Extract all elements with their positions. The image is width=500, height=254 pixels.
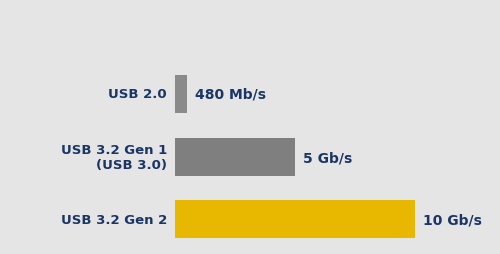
Bar: [175, 200, 415, 238]
Bar: [175, 76, 186, 114]
Text: USB 3.2 Gen 1
(USB 3.0): USB 3.2 Gen 1 (USB 3.0): [61, 144, 167, 171]
Text: USB 2.0: USB 2.0: [108, 88, 167, 101]
Text: 10 Gb/s: 10 Gb/s: [423, 212, 482, 226]
Text: 480 Mb/s: 480 Mb/s: [194, 88, 266, 102]
Text: USB 3.2 Gen 2: USB 3.2 Gen 2: [61, 213, 167, 226]
Bar: [175, 138, 295, 176]
Text: 5 Gb/s: 5 Gb/s: [303, 150, 352, 164]
